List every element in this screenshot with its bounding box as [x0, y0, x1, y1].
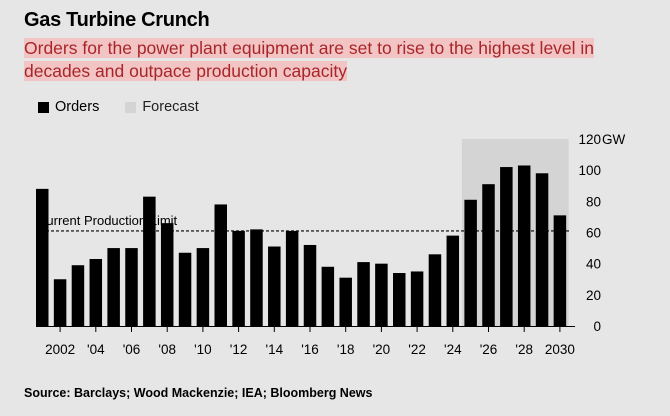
y-unit-label: GW [602, 132, 626, 147]
bar-2017 [321, 266, 335, 326]
bar-2024 [446, 235, 460, 326]
x-tick-label-2002: 2002 [45, 342, 75, 357]
bar-2018 [339, 277, 352, 326]
bar-2025 [464, 199, 477, 326]
bar-2019 [357, 262, 370, 326]
bar-2027 [500, 167, 513, 326]
bar-2007 [143, 196, 156, 326]
bar-2021 [393, 273, 406, 326]
y-tick-label-120: 120 [578, 132, 601, 147]
x-tick-label-2024: '24 [444, 342, 462, 357]
y-tick-label-40: 40 [586, 257, 601, 272]
chart-title: Gas Turbine Crunch [24, 9, 210, 31]
y-tick-label-20: 20 [586, 288, 601, 303]
x-tick-label-2014: '14 [266, 342, 284, 357]
y-tick-label-80: 80 [586, 194, 601, 209]
x-tick-label-2012: '12 [230, 342, 248, 357]
forecast-shading [461, 139, 569, 326]
x-tick-label-2018: '18 [337, 342, 355, 357]
bar-2006 [125, 248, 138, 326]
x-tick-label-2020: '20 [373, 342, 391, 357]
x-tick-label-2004: '04 [87, 342, 105, 357]
x-tick-label-2028: '28 [515, 342, 533, 357]
chart-subtitle: Orders for the power plant equipment are… [24, 37, 649, 83]
bar-2028 [517, 165, 531, 326]
legend: Orders Forecast [38, 99, 225, 115]
bar-2002 [53, 279, 67, 326]
legend-item-forecast: Forecast [125, 99, 199, 115]
x-tick-label-2016: '16 [301, 342, 319, 357]
bar-2015 [285, 230, 299, 326]
y-tick-label-100: 100 [578, 163, 601, 178]
bar-2005 [107, 248, 120, 326]
x-tick-label-2030: 2030 [545, 342, 575, 357]
bar-2004 [89, 258, 103, 326]
x-tick-label-2026: '26 [480, 342, 498, 357]
production-limit-label: Current Production Limit [37, 213, 178, 228]
bar-2013 [250, 229, 263, 326]
bar-2016 [303, 244, 317, 326]
x-tick-label-2022: '22 [408, 342, 426, 357]
y-tick-label-0: 0 [593, 319, 601, 334]
bar-2012 [232, 230, 245, 326]
bar-2022 [410, 271, 424, 326]
bar-2009 [178, 252, 192, 326]
bar-2014 [268, 246, 281, 326]
legend-label-forecast: Forecast [142, 99, 199, 115]
bar-2030 [553, 215, 567, 326]
bar-2010 [196, 248, 210, 326]
legend-swatch-forecast [125, 101, 137, 113]
bar-2003 [71, 265, 85, 326]
bar-2011 [214, 204, 227, 326]
x-tick-label-2008: '08 [158, 342, 176, 357]
bar-2008 [160, 223, 174, 326]
bar-2023 [428, 254, 442, 326]
legend-swatch-orders [38, 101, 49, 113]
legend-item-orders: Orders [38, 99, 99, 115]
bar-2020 [375, 263, 388, 326]
bar-2029 [535, 173, 549, 326]
legend-label-orders: Orders [55, 99, 100, 115]
y-tick-label-60: 60 [586, 226, 601, 241]
bar-2001 [36, 188, 49, 326]
x-tick-label-2010: '10 [194, 342, 212, 357]
x-tick-label-2006: '06 [123, 342, 141, 357]
bar-2026 [482, 184, 495, 326]
source-note: Source: Barclays; Wood Mackenzie; IEA; B… [24, 386, 373, 400]
